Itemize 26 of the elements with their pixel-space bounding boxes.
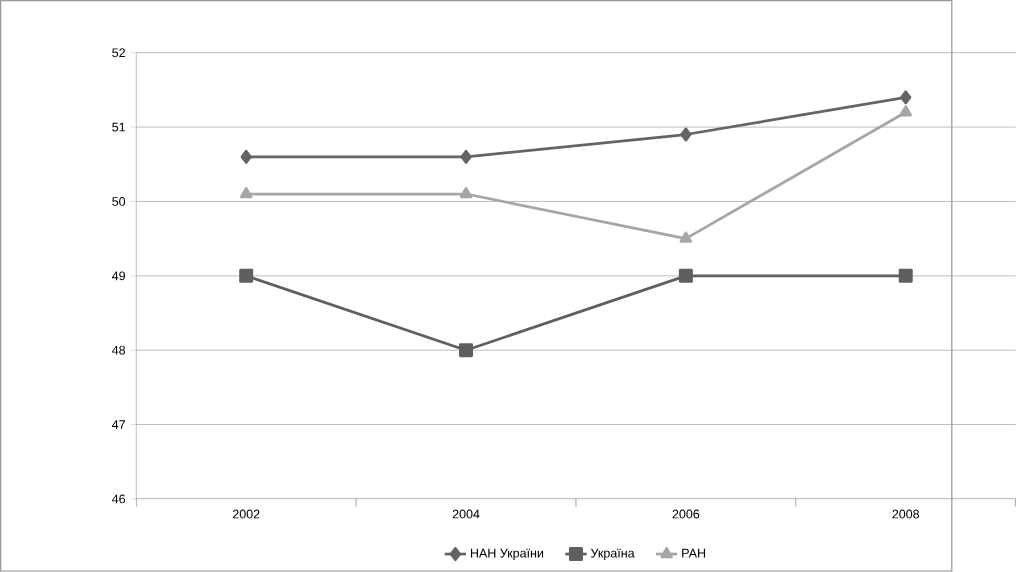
point <box>239 187 253 199</box>
point <box>678 268 693 283</box>
point <box>679 231 693 243</box>
x-tick-label: 2002 <box>232 509 260 519</box>
legend-label: РАН <box>682 548 706 558</box>
point <box>899 105 912 117</box>
y-tick-label: 46 <box>112 494 126 504</box>
y-tick-label: 49 <box>112 271 126 281</box>
point <box>900 90 912 105</box>
y-tick-label: 48 <box>112 345 126 355</box>
x-tick-label: 2004 <box>452 509 480 519</box>
point <box>239 268 254 283</box>
legend-label: Україна <box>590 548 635 561</box>
point <box>898 268 913 283</box>
point <box>459 343 474 358</box>
point <box>240 149 252 164</box>
point <box>460 149 472 164</box>
x-tick-label: 2008 <box>892 509 920 519</box>
y-tick-label: 51 <box>112 122 125 132</box>
y-tick-label: 50 <box>112 197 126 206</box>
y-tick-label: 52 <box>112 48 125 58</box>
point <box>459 187 473 199</box>
y-tick-label: 47 <box>112 420 125 429</box>
x-tick-label: 2006 <box>672 509 700 519</box>
legend-label: НАН України <box>470 548 544 561</box>
point <box>680 127 692 142</box>
